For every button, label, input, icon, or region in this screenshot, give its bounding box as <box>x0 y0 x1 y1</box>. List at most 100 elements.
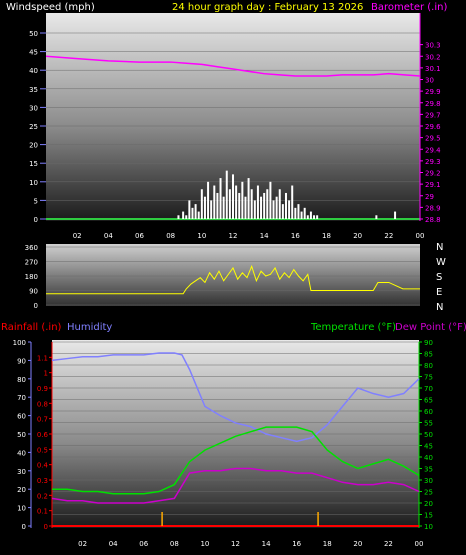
windspeed-bar <box>375 215 378 219</box>
x-tick-label: 04 <box>109 540 118 548</box>
windspeed-tick-label: 40 <box>29 67 38 75</box>
direction-tick-label: 90 <box>29 288 38 296</box>
barometer-tick-label: 28.8 <box>425 216 441 224</box>
temperature-tick-label: 20 <box>424 500 433 508</box>
windspeed-bar <box>194 204 197 219</box>
temperature-tick-label: 70 <box>424 385 433 393</box>
windspeed-bar <box>303 207 306 219</box>
windspeed-bar <box>222 196 225 219</box>
windspeed-bar <box>191 207 194 219</box>
windspeed-bar <box>266 189 269 219</box>
chart-title: 24 hour graph day : February 13 2026 <box>172 2 363 13</box>
temp-x-axis: 02 04 06 08 10 12 14 16 18 20 22 00 <box>78 540 423 548</box>
humidity-tick-label: 90 <box>17 357 26 365</box>
windspeed-bar <box>244 196 247 219</box>
windspeed-bar <box>288 200 291 219</box>
windspeed-bar <box>272 200 275 219</box>
windspeed-bar <box>177 215 180 219</box>
rainfall-tick-label: 0.9 <box>37 385 48 393</box>
x-tick-label: 18 <box>322 232 331 240</box>
barometer-tick-label: 29.1 <box>425 181 441 189</box>
humidity-tick-label: 20 <box>17 486 26 494</box>
barometer-tick-label: 29.5 <box>425 135 441 143</box>
temperature-axis: 10 15 20 25 30 35 40 45 50 55 60 65 70 75 80 85 90 <box>419 339 433 531</box>
windspeed-bar <box>203 196 206 219</box>
barometer-tick-label: 29 <box>425 193 434 201</box>
barometer-tick-label: 28.9 <box>425 204 441 212</box>
windspeed-tick-label: 35 <box>29 86 38 94</box>
windspeed-bar <box>232 174 234 219</box>
windspeed-tick-label: 15 <box>29 160 38 168</box>
windspeed-tick-label: 10 <box>29 179 38 187</box>
windspeed-bar <box>250 189 253 219</box>
x-tick-label: 12 <box>229 232 238 240</box>
humidity-tick-label: 60 <box>17 413 26 421</box>
windspeed-bar <box>247 178 250 219</box>
temperature-tick-label: 55 <box>424 420 433 428</box>
x-tick-label: 04 <box>104 232 113 240</box>
temperature-tick-label: 85 <box>424 351 433 359</box>
humidity-tick-label: 50 <box>17 431 26 439</box>
x-tick-label: 20 <box>353 232 362 240</box>
direction-plot-area <box>46 244 420 306</box>
x-tick-label: 02 <box>78 540 87 548</box>
windspeed-bar <box>263 192 266 219</box>
windspeed-bar <box>291 185 294 219</box>
temperature-tick-label: 50 <box>424 431 433 439</box>
barometer-tick-label: 30 <box>425 77 434 85</box>
rainfall-tick-label: 0.4 <box>37 462 49 470</box>
temperature-tick-label: 30 <box>424 477 433 485</box>
dewpoint-line <box>51 467 420 504</box>
humidity-axis: 0 10 20 30 40 50 60 70 80 90 100 <box>13 339 31 531</box>
windspeed-tick-label: 0 <box>34 216 38 224</box>
x-tick-label: 22 <box>384 232 393 240</box>
temperature-tick-label: 10 <box>424 523 433 531</box>
windspeed-bar <box>313 215 316 219</box>
windspeed-bar <box>256 185 259 219</box>
barometer-line <box>45 55 421 77</box>
direction-tick-label: 270 <box>25 259 38 267</box>
compass-point-label: S <box>436 272 442 283</box>
temperature-line <box>52 426 420 495</box>
x-tick-label: 10 <box>197 232 206 240</box>
windspeed-label: Windspeed (mph) <box>6 2 95 13</box>
windspeed-bar <box>238 192 241 219</box>
rainfall-label: Rainfall (.in) <box>1 322 62 333</box>
compass-point-label: N <box>436 242 443 253</box>
barometer-tick-label: 29.7 <box>425 111 441 119</box>
rainfall-axis: 0 0.1 0.2 0.3 0.4 0.5 0.6 0.7 0.8 0.9 1 1.1 <box>37 354 52 531</box>
barometer-tick-label: 30.3 <box>425 42 441 50</box>
windspeed-bar <box>228 189 231 219</box>
barometer-axis: 28.8 28.9 29 29.1 29.2 29.3 29.4 29.5 29.6 29.7 29… <box>420 42 441 224</box>
windspeed-bar <box>207 181 210 219</box>
windspeed-bar <box>182 211 185 219</box>
windspeed-bar <box>316 215 319 219</box>
x-tick-label: 10 <box>200 540 209 548</box>
barometer-tick-label: 29.2 <box>425 170 441 178</box>
rainfall-tick-label: 0.1 <box>37 508 48 516</box>
x-tick-label: 14 <box>260 232 269 240</box>
rainfall-tick-label: 0.6 <box>37 431 49 439</box>
x-tick-label: 12 <box>231 540 240 548</box>
wind-x-axis: 02 04 06 08 10 12 14 16 18 20 22 00 <box>73 232 425 240</box>
rainfall-tick-label: 0.3 <box>37 477 48 485</box>
direction-tick-label: 360 <box>25 244 38 252</box>
windspeed-axis: 0 5 10 15 20 25 30 35 40 45 50 <box>29 30 46 224</box>
windspeed-bar <box>210 200 213 219</box>
temperature-label: Temperature (°F) <box>310 322 396 333</box>
compass-point-label: W <box>436 257 446 268</box>
temperature-tick-label: 25 <box>424 489 433 497</box>
compass-point-label: N <box>436 302 443 313</box>
windspeed-bar <box>275 196 278 219</box>
windspeed-tick-label: 20 <box>29 142 38 150</box>
humidity-line <box>51 352 420 443</box>
compass-point-label: E <box>436 287 442 298</box>
windspeed-bar <box>200 189 203 219</box>
barometer-tick-label: 30.1 <box>425 65 441 73</box>
humidity-tick-label: 30 <box>17 468 26 476</box>
temperature-tick-label: 80 <box>424 362 433 370</box>
windspeed-bar <box>219 178 222 219</box>
direction-tick-label: 180 <box>25 273 38 281</box>
